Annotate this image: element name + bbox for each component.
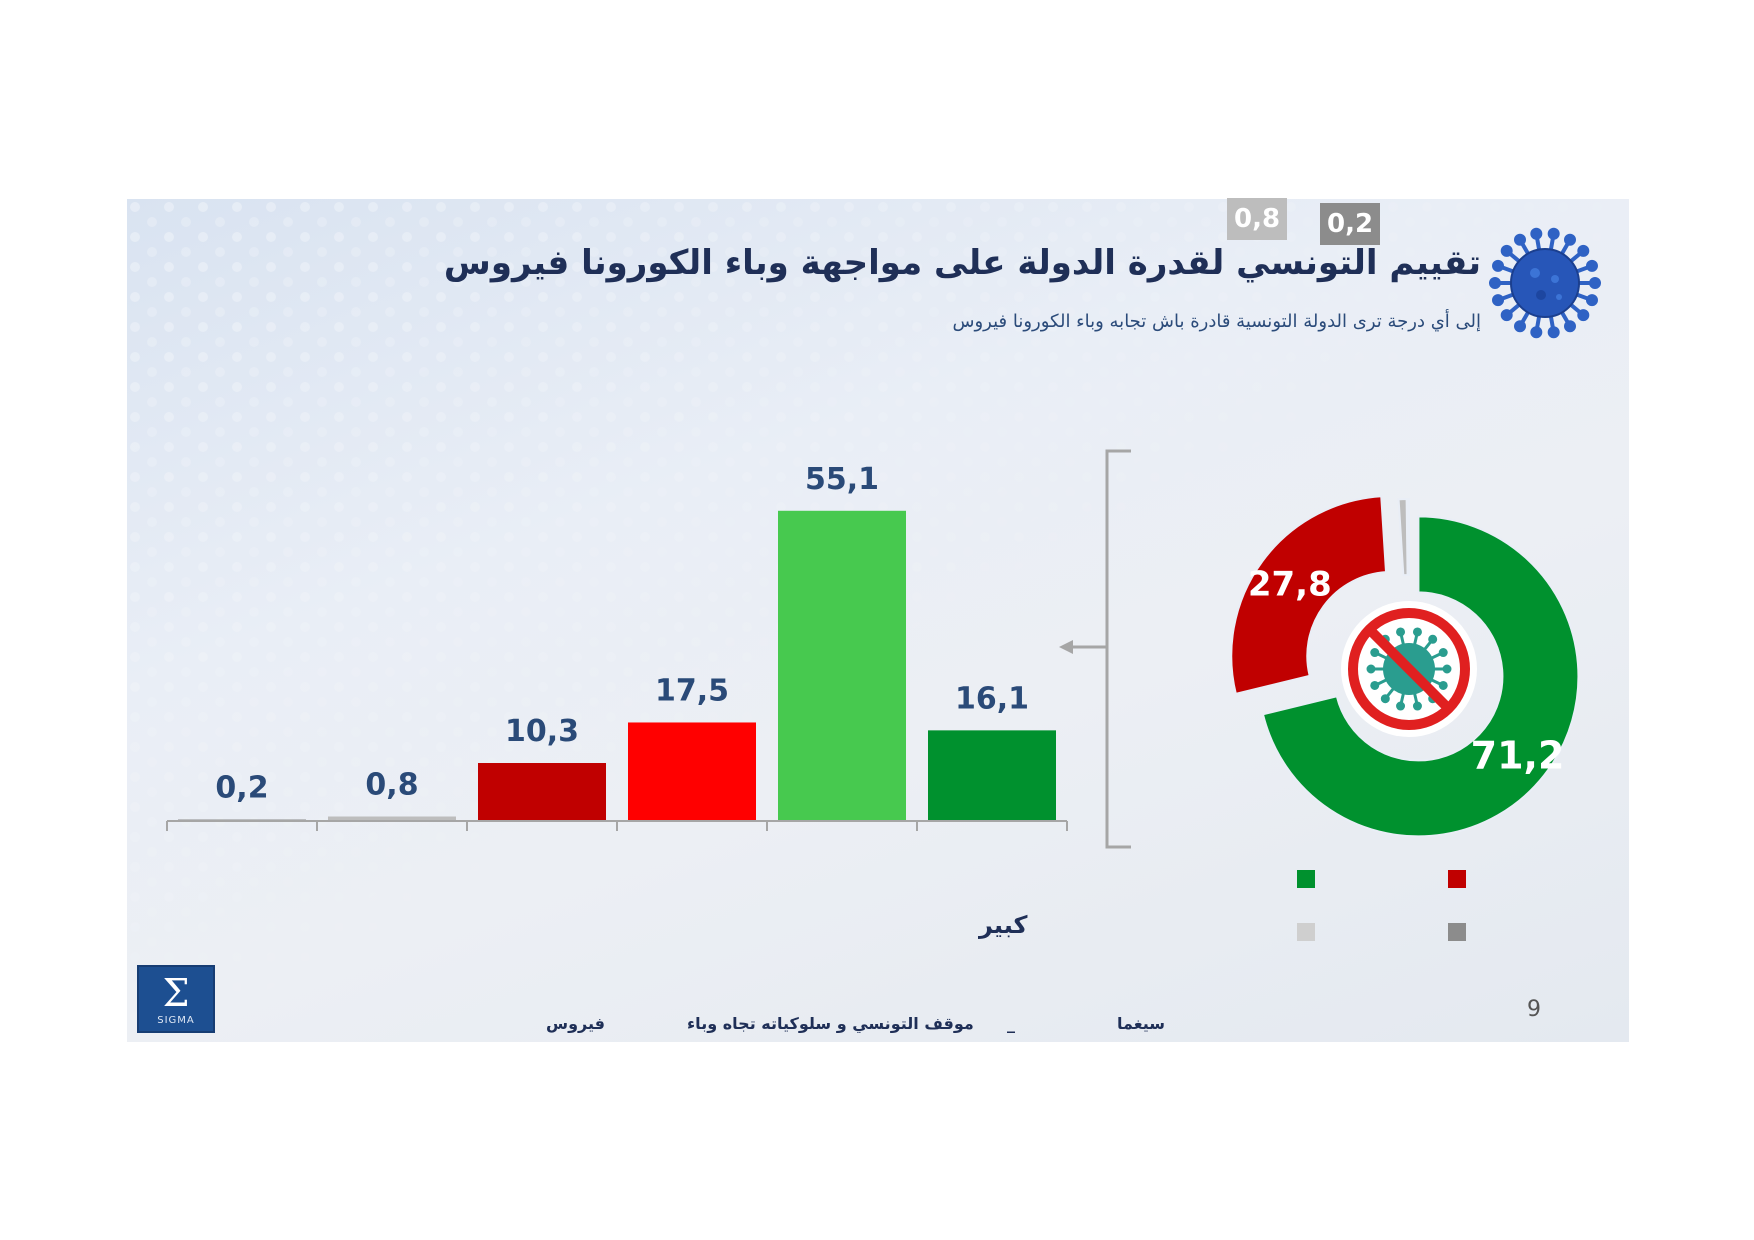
coronavirus-icon [1489,227,1601,339]
page-number: 9 [1527,997,1541,1022]
pie-label: 0,8 [1227,198,1288,240]
bracket-connector [1059,449,1131,849]
bar-value-label: 0,8 [365,767,418,802]
legend-swatch [1448,870,1466,888]
slide-panel: تقييم التونسي لقدرة الدولة على مواجهة وب… [127,199,1629,1042]
bar [778,510,906,821]
pie-slice [1261,515,1580,838]
pie-slice-label: 71,2 [1471,733,1565,777]
bar [628,722,756,821]
bar-value-label: 10,3 [505,714,579,749]
legend-swatch [1297,870,1315,888]
bar-value-label: 0,2 [215,771,268,806]
no-virus-icon [1341,601,1477,737]
pie-slice-label: 27,8 [1248,564,1332,604]
bar-value-label: 16,1 [955,681,1029,716]
footer-word: فيروس [546,1014,605,1033]
bar [928,730,1056,821]
bar-value-label: 17,5 [655,673,729,708]
footer-text: موقف التونسي و سلوكياته تجاه وباء [687,1014,974,1033]
legend-swatch [1297,923,1315,941]
bar [478,763,606,821]
footer-separator: _ [1007,1014,1015,1033]
pie-label: 0,2 [1320,203,1381,245]
bar-chart: 0,2 0,8 10,3 17,5 55,1 16,1 [166,462,1068,831]
bar [328,816,456,821]
legend-swatch [1448,923,1466,941]
footer-brand: سيغما [1117,1014,1166,1033]
category-label: كبير [979,911,1028,939]
bar-value-label: 55,1 [805,462,879,497]
page-title: تقييم التونسي لقدرة الدولة على مواجهة وب… [443,243,1481,283]
page-subtitle: إلى أي درجة ترى الدولة التونسية قادرة با… [952,311,1481,332]
arrow-left-icon [1059,640,1073,654]
pie-slice [1405,497,1410,577]
donut-chart: 71,2 27,8 [1230,495,1580,838]
sigma-logo: Σ SIGMA [137,965,215,1033]
pie-slice [1230,495,1388,696]
